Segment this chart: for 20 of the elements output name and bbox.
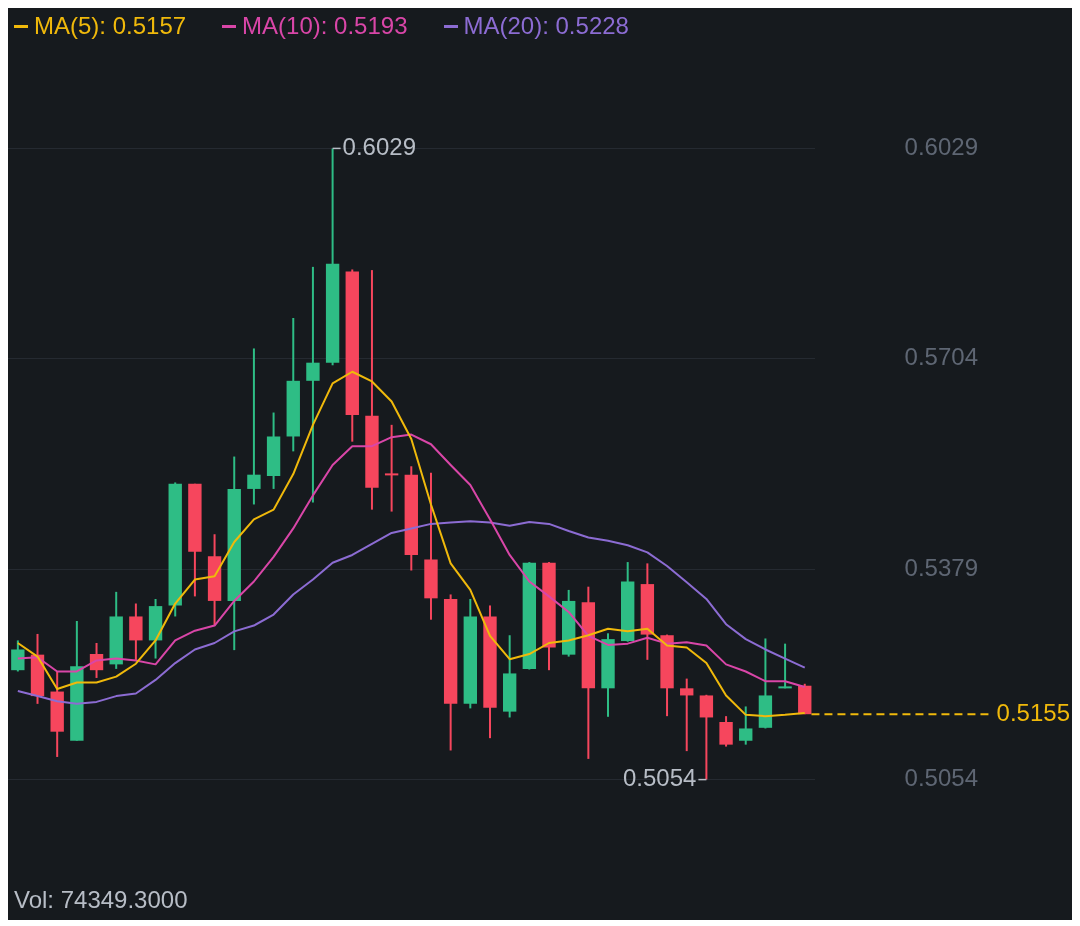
candlestick [129, 602, 143, 661]
legend-label: MA(10): 0.5193 [242, 12, 408, 40]
legend-label: MA(5): 0.5157 [34, 12, 187, 40]
y-tick-label: 0.6029 [904, 133, 978, 161]
candlestick [306, 265, 320, 504]
text: Vol: 74349.3000 [13, 885, 189, 915]
annotation: 0.5054 [622, 764, 697, 792]
candlestick [247, 347, 261, 506]
y-tick-label: 0.5379 [904, 553, 978, 581]
candlestick [719, 715, 733, 748]
ref-line-label: 0.5155 [996, 698, 1070, 726]
candlestick [680, 677, 694, 753]
candlestick [739, 705, 753, 746]
legend-label: MA(20): 0.5228 [463, 12, 629, 40]
candlestick [11, 639, 25, 673]
y-tick-label: 0.5704 [904, 343, 978, 371]
candlestick [384, 423, 399, 513]
candlestick [778, 642, 792, 690]
y-tick-label: 0.5054 [904, 764, 978, 792]
annotation: 0.6029 [342, 133, 417, 161]
